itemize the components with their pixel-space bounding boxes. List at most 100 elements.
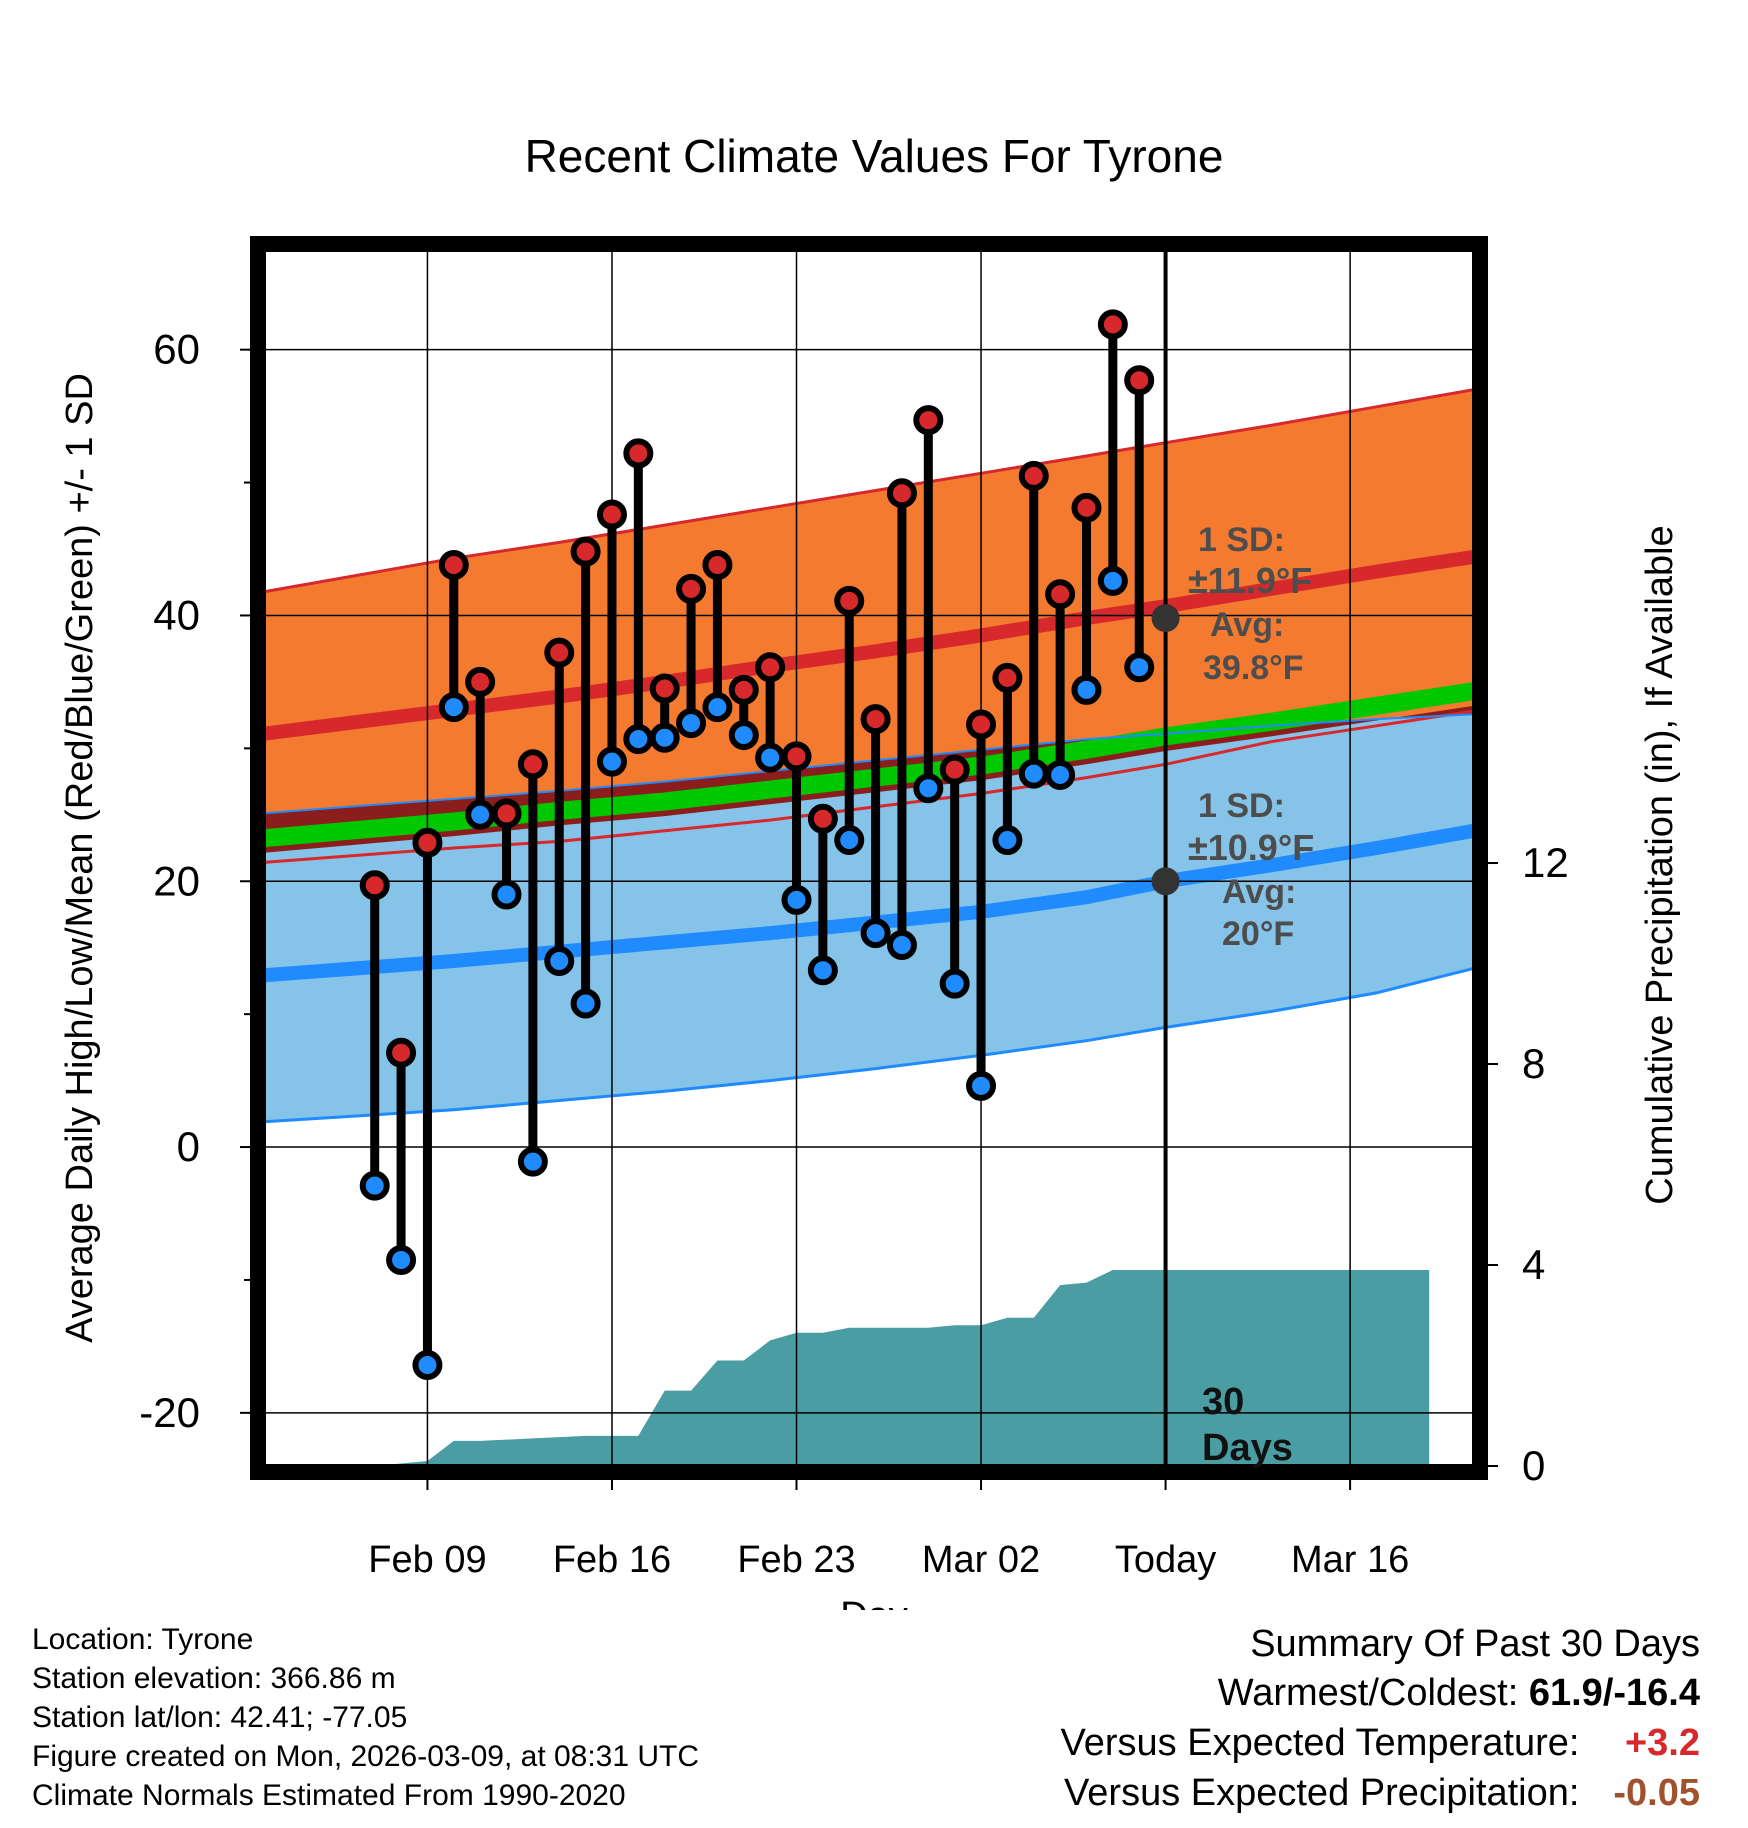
- temp-label: Versus Expected Temperature:: [1060, 1722, 1580, 1764]
- obs-high-point: [649, 673, 680, 704]
- low-avg-value: 20°F: [1222, 915, 1294, 953]
- high-avg-title: Avg:: [1210, 606, 1284, 644]
- obs-low-point: [1124, 652, 1155, 683]
- temp-row: Versus Expected Temperature: +3.2: [1061, 1718, 1700, 1768]
- normals-text: Climate Normals Estimated From 1990-2020: [32, 1779, 626, 1812]
- obs-low-point: [728, 720, 759, 751]
- y-tick-label: -20: [139, 1389, 200, 1436]
- obs-low-point: [702, 692, 733, 723]
- obs-low-point: [544, 945, 575, 976]
- high-avg-marker: [1151, 604, 1180, 633]
- obs-low-point: [781, 884, 812, 915]
- obs-high-point: [465, 666, 496, 697]
- obs-high-point: [860, 704, 891, 735]
- obs-low-point: [359, 1170, 390, 1201]
- plot-frame: [250, 236, 1488, 1480]
- elevation-text: Station elevation: 366.86 m: [32, 1662, 396, 1695]
- low-sd-title: 1 SD:: [1198, 787, 1285, 825]
- obs-high-point: [939, 754, 970, 785]
- obs-high-point: [1071, 492, 1102, 523]
- x-tick-label: Mar 16: [1291, 1539, 1409, 1581]
- x-tick-label: Today: [1115, 1539, 1216, 1581]
- precip-row: Versus Expected Precipitation: -0.05: [1061, 1768, 1700, 1818]
- latlon-text: Station lat/lon: 42.41; -77.05: [32, 1701, 408, 1734]
- location-text: Location: Tyrone: [32, 1623, 254, 1656]
- obs-low-point: [623, 724, 654, 755]
- obs-low-point: [992, 825, 1023, 856]
- obs-low-point: [517, 1146, 548, 1177]
- y2-tick-label: 12: [1522, 839, 1569, 886]
- obs-low-point: [465, 799, 496, 830]
- obs-high-point: [517, 749, 548, 780]
- obs-high-point: [702, 549, 733, 580]
- high-sd-title: 1 SD:: [1198, 521, 1285, 559]
- obs-low-point: [1097, 565, 1128, 596]
- obs-high-point: [1018, 460, 1049, 491]
- high-avg-value: 39.8°F: [1203, 649, 1304, 687]
- obs-low-point: [649, 722, 680, 753]
- obs-high-point: [992, 662, 1023, 693]
- obs-high-point: [1045, 579, 1076, 610]
- obs-high-point: [755, 652, 786, 683]
- obs-high-point: [676, 573, 707, 604]
- chart-title: Recent Climate Values For Tyrone: [525, 130, 1224, 182]
- obs-low-point: [913, 773, 944, 804]
- obs-high-point: [781, 741, 812, 772]
- low-sd-value: ±10.9°F: [1188, 827, 1314, 868]
- obs-high-point: [807, 803, 838, 834]
- obs-high-point: [596, 499, 627, 530]
- obs-high-point: [1097, 309, 1128, 340]
- warm-cold-value: 61.9/-16.4: [1528, 1672, 1700, 1714]
- precip-value: -0.05: [1613, 1772, 1700, 1814]
- created-text: Figure created on Mon, 2026-03-09, at 08…: [32, 1740, 700, 1773]
- obs-low-point: [939, 968, 970, 999]
- low-lower-edge: [264, 966, 1474, 1124]
- obs-high-point: [886, 478, 917, 509]
- normal-low-line: [264, 823, 1474, 983]
- obs-low-point: [1071, 674, 1102, 705]
- obs-high-point: [570, 536, 601, 567]
- y2-tick-label: 4: [1522, 1241, 1545, 1288]
- climate-chart: Recent Climate Values For Tyrone -20 0 20 4…: [59, 130, 1681, 1610]
- obs-low-point: [1045, 759, 1076, 790]
- obs-high-point: [834, 585, 865, 616]
- y-tick-label: 0: [177, 1123, 200, 1170]
- obs-low-point: [491, 879, 522, 910]
- y2-tick-label: 8: [1522, 1040, 1545, 1087]
- y-tick-label: 60: [153, 326, 200, 373]
- low-avg-marker: [1151, 867, 1180, 896]
- obs-low-point: [412, 1349, 443, 1380]
- x-tick-label: Feb 23: [737, 1539, 855, 1581]
- obs-low-point: [386, 1245, 417, 1276]
- obs-low-point: [596, 746, 627, 777]
- y2-axis-label: Cumulative Precipitation (in), If Availa…: [1639, 525, 1681, 1204]
- obs-low-point: [886, 930, 917, 961]
- obs-high-point: [412, 827, 443, 858]
- obs-high-point: [491, 798, 522, 829]
- obs-high-point: [1124, 365, 1155, 396]
- y-tick-label: 20: [153, 857, 200, 904]
- obs-low-point: [1018, 758, 1049, 789]
- precip-label: Versus Expected Precipitation:: [1064, 1772, 1580, 1814]
- summary-panel: Summary Of Past 30 Days Warmest/Coldest:…: [1061, 1620, 1700, 1818]
- obs-high-point: [728, 674, 759, 705]
- obs-low-point: [860, 918, 891, 949]
- obs-low-point: [438, 692, 469, 723]
- obs-high-point: [386, 1037, 417, 1068]
- warm-cold-label: Warmest/Coldest:: [1217, 1672, 1519, 1714]
- x-axis-label: Day: [840, 1595, 908, 1610]
- temp-value: +3.2: [1624, 1722, 1700, 1764]
- low-avg-title: Avg:: [1222, 873, 1296, 911]
- y-tick-label: 40: [153, 591, 200, 638]
- obs-high-point: [359, 870, 390, 901]
- x-tick-label: Feb 16: [553, 1539, 671, 1581]
- summary-title: Summary Of Past 30 Days: [1250, 1623, 1700, 1665]
- x-tick-label: Mar 02: [922, 1539, 1040, 1581]
- y-axis-label: Average Daily High/Low/Mean (Red/Blue/Gr…: [59, 373, 101, 1343]
- obs-low-point: [570, 988, 601, 1019]
- obs-low-point: [834, 825, 865, 856]
- days-count-word: Days: [1202, 1427, 1293, 1469]
- obs-low-point: [676, 708, 707, 739]
- days-count-number: 30: [1202, 1381, 1244, 1423]
- high-sd-value: ±11.9°F: [1188, 560, 1312, 601]
